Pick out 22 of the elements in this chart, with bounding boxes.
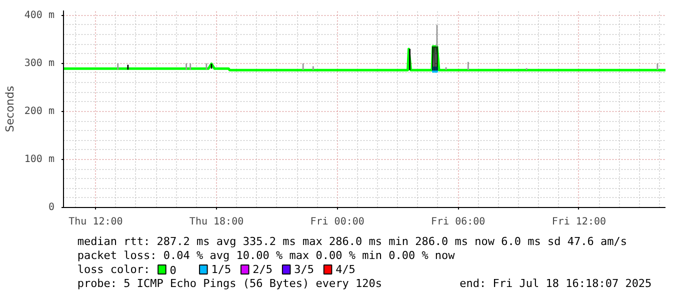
legend-label: 4/5 <box>336 263 356 276</box>
legend-label: 3/5 <box>294 263 314 276</box>
y-tick-label: 100 m <box>24 154 55 165</box>
x-tick-label: Fri 12:00 <box>552 216 606 228</box>
y-tick-label: 400 m <box>24 10 55 21</box>
text: packet loss: 0.04 % avg 10.00 % max 0.00 % min 0.00 % now <box>77 249 456 262</box>
x-tick-label: Thu 12:00 <box>68 216 123 228</box>
x-tick-label: Fri 06:00 <box>431 216 486 228</box>
legend-label: 2/5 <box>252 263 273 276</box>
y-tick-label: 200 m <box>24 106 55 117</box>
legend-label: 1/5 <box>211 263 232 276</box>
x-tick-label: Fri 00:00 <box>310 216 364 228</box>
legend-title: loss color: <box>77 263 150 276</box>
x-tick-label: Thu 18:00 <box>189 216 244 228</box>
y-tick-label: 0 <box>48 202 55 213</box>
y-axis-title: Seconds <box>3 86 16 132</box>
text: probe: 5 ICMP Echo Pings (56 Bytes) every 120s <box>77 277 382 290</box>
line-series <box>64 45 666 72</box>
y-tick-label: 300 m <box>24 58 55 69</box>
legend-label: 0 <box>170 264 176 277</box>
text: median rtt: 287.2 ms avg 335.2 ms max 286.0 ms min 286.0 ms now 6.0 ms sd 47.6 am/s <box>77 235 628 248</box>
text: end: Fri Jul 18 16:18:07 2025 <box>460 277 652 290</box>
